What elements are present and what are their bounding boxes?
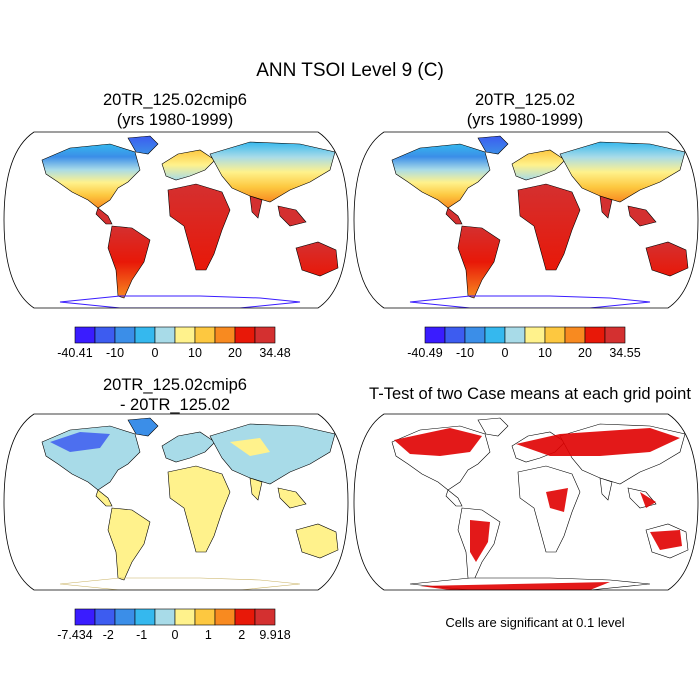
colorbar-swatch <box>544 326 566 344</box>
colorbar-tick-label: 9.918 <box>259 628 290 642</box>
panel-3-title: 20TR_125.02cmip6 - 20TR_125.02 <box>25 375 325 415</box>
colorbar-tick-label: 10 <box>538 346 552 360</box>
colorbar-swatch <box>254 326 276 344</box>
colorbar-swatch <box>444 326 466 344</box>
colorbar-panel-2: -40.49 -10 0 10 20 34.55 <box>407 326 641 360</box>
colorbar-tick-label: -40.41 <box>57 346 92 360</box>
colorbar-swatch <box>234 608 256 626</box>
colorbar-swatch <box>524 326 546 344</box>
panel-4-title-line1: T-Test of two Case means at each grid po… <box>369 385 691 403</box>
colorbar-swatch <box>254 608 276 626</box>
colorbar-tick-label: 2 <box>238 628 245 642</box>
panel-1-title: 20TR_125.02cmip6 (yrs 1980-1999) <box>25 90 325 130</box>
colorbar-swatch <box>214 326 236 344</box>
colorbar-swatch <box>94 326 116 344</box>
colorbar-swatch <box>134 608 156 626</box>
colorbar-swatch <box>74 326 96 344</box>
panel-3-title-line1: 20TR_125.02cmip6 <box>102 376 247 394</box>
colorbar-tick-label: 20 <box>228 346 242 360</box>
colorbar-swatch <box>154 608 176 626</box>
colorbar-tick-label: 10 <box>188 346 202 360</box>
colorbar-swatch <box>484 326 506 344</box>
colorbar-tick-label: 1 <box>205 628 212 642</box>
panel-2-title-line1: 20TR_125.02 <box>475 91 575 109</box>
colorbar-tick-label: -1 <box>136 628 147 642</box>
figure-title: ANN TSOI Level 9 (C) <box>256 60 444 81</box>
map-panel-difference <box>3 413 349 591</box>
significance-note: Cells are significant at 0.1 level <box>445 615 625 630</box>
colorbar-swatch <box>94 608 116 626</box>
colorbar-tick-label: 20 <box>578 346 592 360</box>
colorbar-swatch <box>134 326 156 344</box>
colorbar-tick-label: 0 <box>152 346 159 360</box>
colorbar-swatch <box>114 608 136 626</box>
colorbar-tick-label: -40.49 <box>407 346 442 360</box>
colorbar-swatch <box>154 326 176 344</box>
colorbar-swatch <box>74 608 96 626</box>
map-panel-control-climatology <box>3 131 349 309</box>
colorbar-swatch <box>174 326 196 344</box>
colorbar-panel-3: -7.434 -2 -1 0 1 2 9.918 <box>57 608 291 642</box>
colorbar-tick-label: -2 <box>103 628 114 642</box>
colorbar-swatch <box>604 326 626 344</box>
colorbar-tick-label: -7.434 <box>57 628 92 642</box>
panel-1-title-line2: (yrs 1980-1999) <box>116 111 234 129</box>
colorbar-swatch <box>464 326 486 344</box>
colorbar-tick-label: -10 <box>106 346 124 360</box>
colorbar-swatch <box>214 608 236 626</box>
colorbar-tick-label: 34.48 <box>259 346 290 360</box>
colorbar-tick-label: 0 <box>172 628 179 642</box>
colorbar-swatch <box>564 326 586 344</box>
colorbar-swatch <box>424 326 446 344</box>
colorbar-swatch <box>584 326 606 344</box>
panel-2-title: 20TR_125.02 (yrs 1980-1999) <box>375 90 675 130</box>
colorbar-swatch <box>504 326 526 344</box>
colorbar-swatch <box>234 326 256 344</box>
panel-3-title-line2: - 20TR_125.02 <box>119 396 231 414</box>
colorbar-swatch <box>194 608 216 626</box>
colorbar-tick-label: 34.55 <box>609 346 640 360</box>
map-panel-ttest <box>353 413 699 591</box>
colorbar-tick-label: -10 <box>456 346 474 360</box>
panel-1-title-line1: 20TR_125.02cmip6 <box>102 91 247 109</box>
colorbar-swatch <box>174 608 196 626</box>
colorbar-swatch <box>114 326 136 344</box>
colorbar-swatch <box>194 326 216 344</box>
map-panel-reference-climatology <box>353 131 699 309</box>
panel-2-title-line2: (yrs 1980-1999) <box>466 111 584 129</box>
panel-4-title: T-Test of two Case means at each grid po… <box>350 384 700 404</box>
colorbar-tick-label: 0 <box>502 346 509 360</box>
colorbar-panel-1: -40.41 -10 0 10 20 34.48 <box>57 326 291 360</box>
